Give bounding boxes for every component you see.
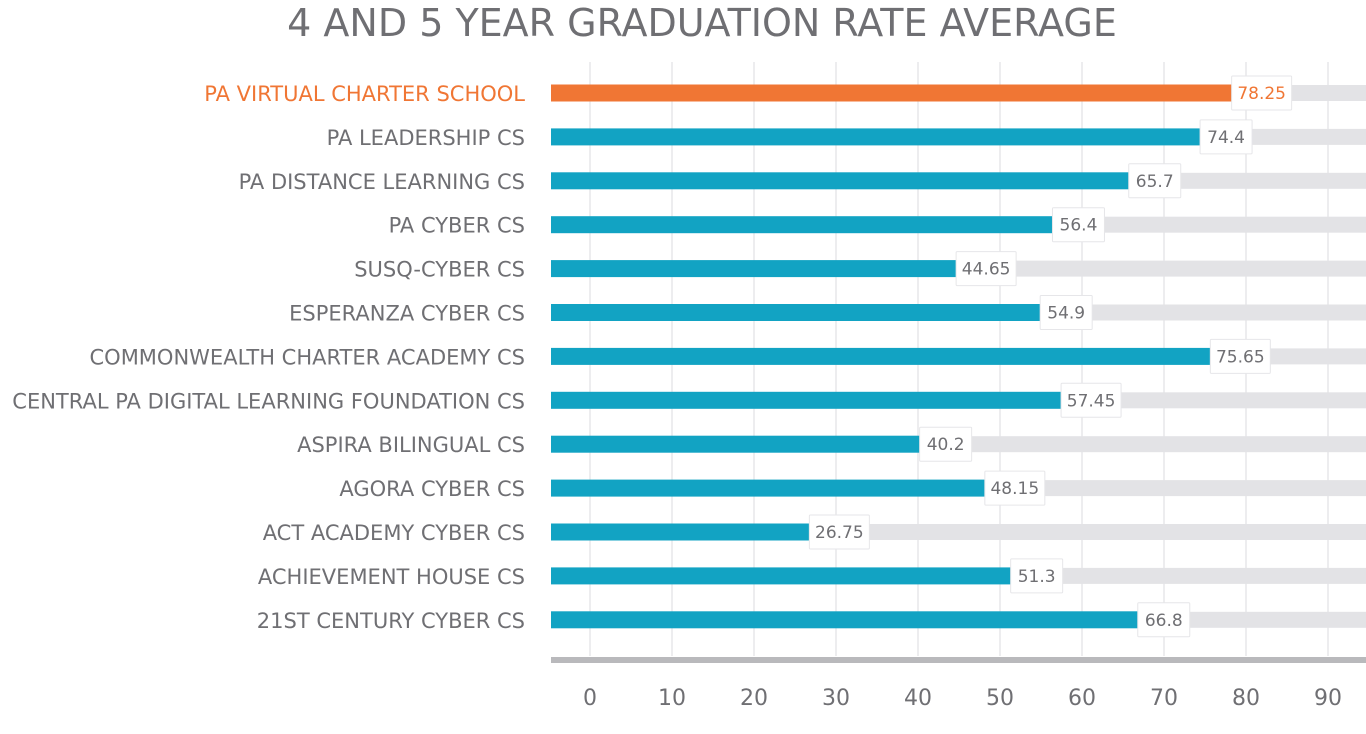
- bar-pa-leadership-cs: [551, 128, 1201, 146]
- value-label-pa-distance-learning-cs: 65.7: [1136, 172, 1174, 192]
- value-label-agora-cyber-cs: 48.15: [990, 479, 1039, 499]
- value-label-21st-century-cyber-cs: 66.8: [1145, 611, 1183, 631]
- value-label-box-commonwealth-charter-academy-cs: [1209, 338, 1271, 374]
- bar-achievement-house-cs: [551, 567, 1011, 585]
- value-label-box-21st-century-cyber-cs: [1137, 602, 1191, 638]
- category-label-achievement-house-cs: ACHIEVEMENT HOUSE CS: [258, 565, 525, 589]
- value-label-box-achievement-house-cs: [1010, 558, 1064, 594]
- bar-esperanza-cyber-cs: [551, 304, 1041, 321]
- category-label-central-pa-digital-learning-foundation-cs: CENTRAL PA DIGITAL LEARNING FOUNDATION C…: [12, 389, 525, 413]
- value-label-box-esperanza-cyber-cs: [1039, 295, 1093, 330]
- category-label-agora-cyber-cs: AGORA CYBER CS: [339, 477, 525, 501]
- bar-central-pa-digital-learning-foundation-cs: [551, 391, 1062, 409]
- x-axis: 0 10 20 30 40 50 60 70 80 90: [551, 657, 1366, 711]
- value-label-box-susq-cyber-cs: [955, 251, 1017, 287]
- x-tick-label-40: 40: [904, 686, 932, 711]
- value-label-aspira-bilingual-cs: 40.2: [927, 435, 965, 455]
- category-label-esperanza-cyber-cs: ESPERANZA CYBER CS: [289, 302, 525, 326]
- x-tick-label-50: 50: [986, 686, 1014, 711]
- value-label-susq-cyber-cs: 44.65: [962, 260, 1011, 280]
- x-axis-line: [551, 657, 1366, 663]
- value-label-box-pa-cyber-cs: [1051, 207, 1105, 243]
- value-label-achievement-house-cs: 51.3: [1018, 567, 1056, 587]
- x-tick-label-60: 60: [1068, 686, 1096, 711]
- value-label-commonwealth-charter-academy-cs: 75.65: [1216, 347, 1265, 367]
- category-label-commonwealth-charter-academy-cs: COMMONWEALTH CHARTER ACADEMY CS: [90, 345, 526, 369]
- category-label-pa-leadership-cs: PA LEADERSHIP CS: [327, 126, 525, 150]
- bar-pa-cyber-cs: [551, 216, 1053, 234]
- value-label-esperanza-cyber-cs: 54.9: [1047, 304, 1085, 324]
- value-label-box-central-pa-digital-learning-foundation-cs: [1060, 382, 1122, 418]
- bar-21st-century-cyber-cs: [551, 611, 1138, 629]
- x-tick-label-70: 70: [1150, 686, 1178, 711]
- x-tick-label-10: 10: [658, 686, 686, 711]
- value-label-act-academy-cyber-cs: 26.75: [815, 523, 864, 543]
- x-tick-label-80: 80: [1232, 686, 1260, 711]
- category-label-pa-cyber-cs: PA CYBER CS: [389, 214, 525, 238]
- value-label-pa-virtual-charter-school: 78.25: [1237, 84, 1286, 104]
- value-label-box-pa-leadership-cs: [1199, 119, 1253, 155]
- bar-pa-distance-learning-cs: [551, 172, 1129, 190]
- category-label-susq-cyber-cs: SUSQ-CYBER CS: [354, 258, 525, 282]
- value-label-pa-cyber-cs: 56.4: [1060, 216, 1098, 236]
- x-tick-label-0: 0: [583, 686, 597, 711]
- bar-agora-cyber-cs: [551, 479, 985, 497]
- x-tick-label-20: 20: [740, 686, 768, 711]
- bar-pa-virtual-charter-school: [551, 84, 1232, 102]
- category-labels: PA VIRTUAL CHARTER SCHOOL PA LEADERSHIP C…: [12, 82, 525, 633]
- chart-title: 4 AND 5 YEAR GRADUATION RATE AVERAGE: [287, 1, 1117, 45]
- value-label-pa-leadership-cs: 74.4: [1207, 128, 1245, 148]
- category-label-pa-distance-learning-cs: PA DISTANCE LEARNING CS: [239, 170, 525, 194]
- value-label-box-pa-distance-learning-cs: [1128, 163, 1182, 199]
- x-tick-label-90: 90: [1314, 686, 1342, 711]
- category-label-act-academy-cyber-cs: ACT ACADEMY CYBER CS: [263, 521, 525, 545]
- value-label-box-aspira-bilingual-cs: [919, 426, 973, 462]
- value-labels: 78.25 74.4 65.7 56.4 44.65 54.9 75.65 57.45 40.2…: [808, 75, 1293, 638]
- value-label-box-act-academy-cyber-cs: [808, 514, 870, 550]
- bars: [551, 84, 1232, 629]
- x-tick-label-30: 30: [822, 686, 850, 711]
- category-label-aspira-bilingual-cs: ASPIRA BILINGUAL CS: [297, 433, 525, 457]
- bar-act-academy-cyber-cs: [551, 523, 810, 541]
- value-label-box-agora-cyber-cs: [984, 470, 1046, 506]
- bar-commonwealth-charter-academy-cs: [551, 347, 1211, 365]
- bar-aspira-bilingual-cs: [551, 435, 920, 453]
- bar-susq-cyber-cs: [551, 260, 957, 278]
- category-label-21st-century-cyber-cs: 21ST CENTURY CYBER CS: [257, 609, 525, 633]
- category-label-pa-virtual-charter-school: PA VIRTUAL CHARTER SCHOOL: [204, 82, 525, 106]
- value-label-box-pa-virtual-charter-school: [1231, 75, 1293, 111]
- value-label-central-pa-digital-learning-foundation-cs: 57.45: [1067, 391, 1116, 411]
